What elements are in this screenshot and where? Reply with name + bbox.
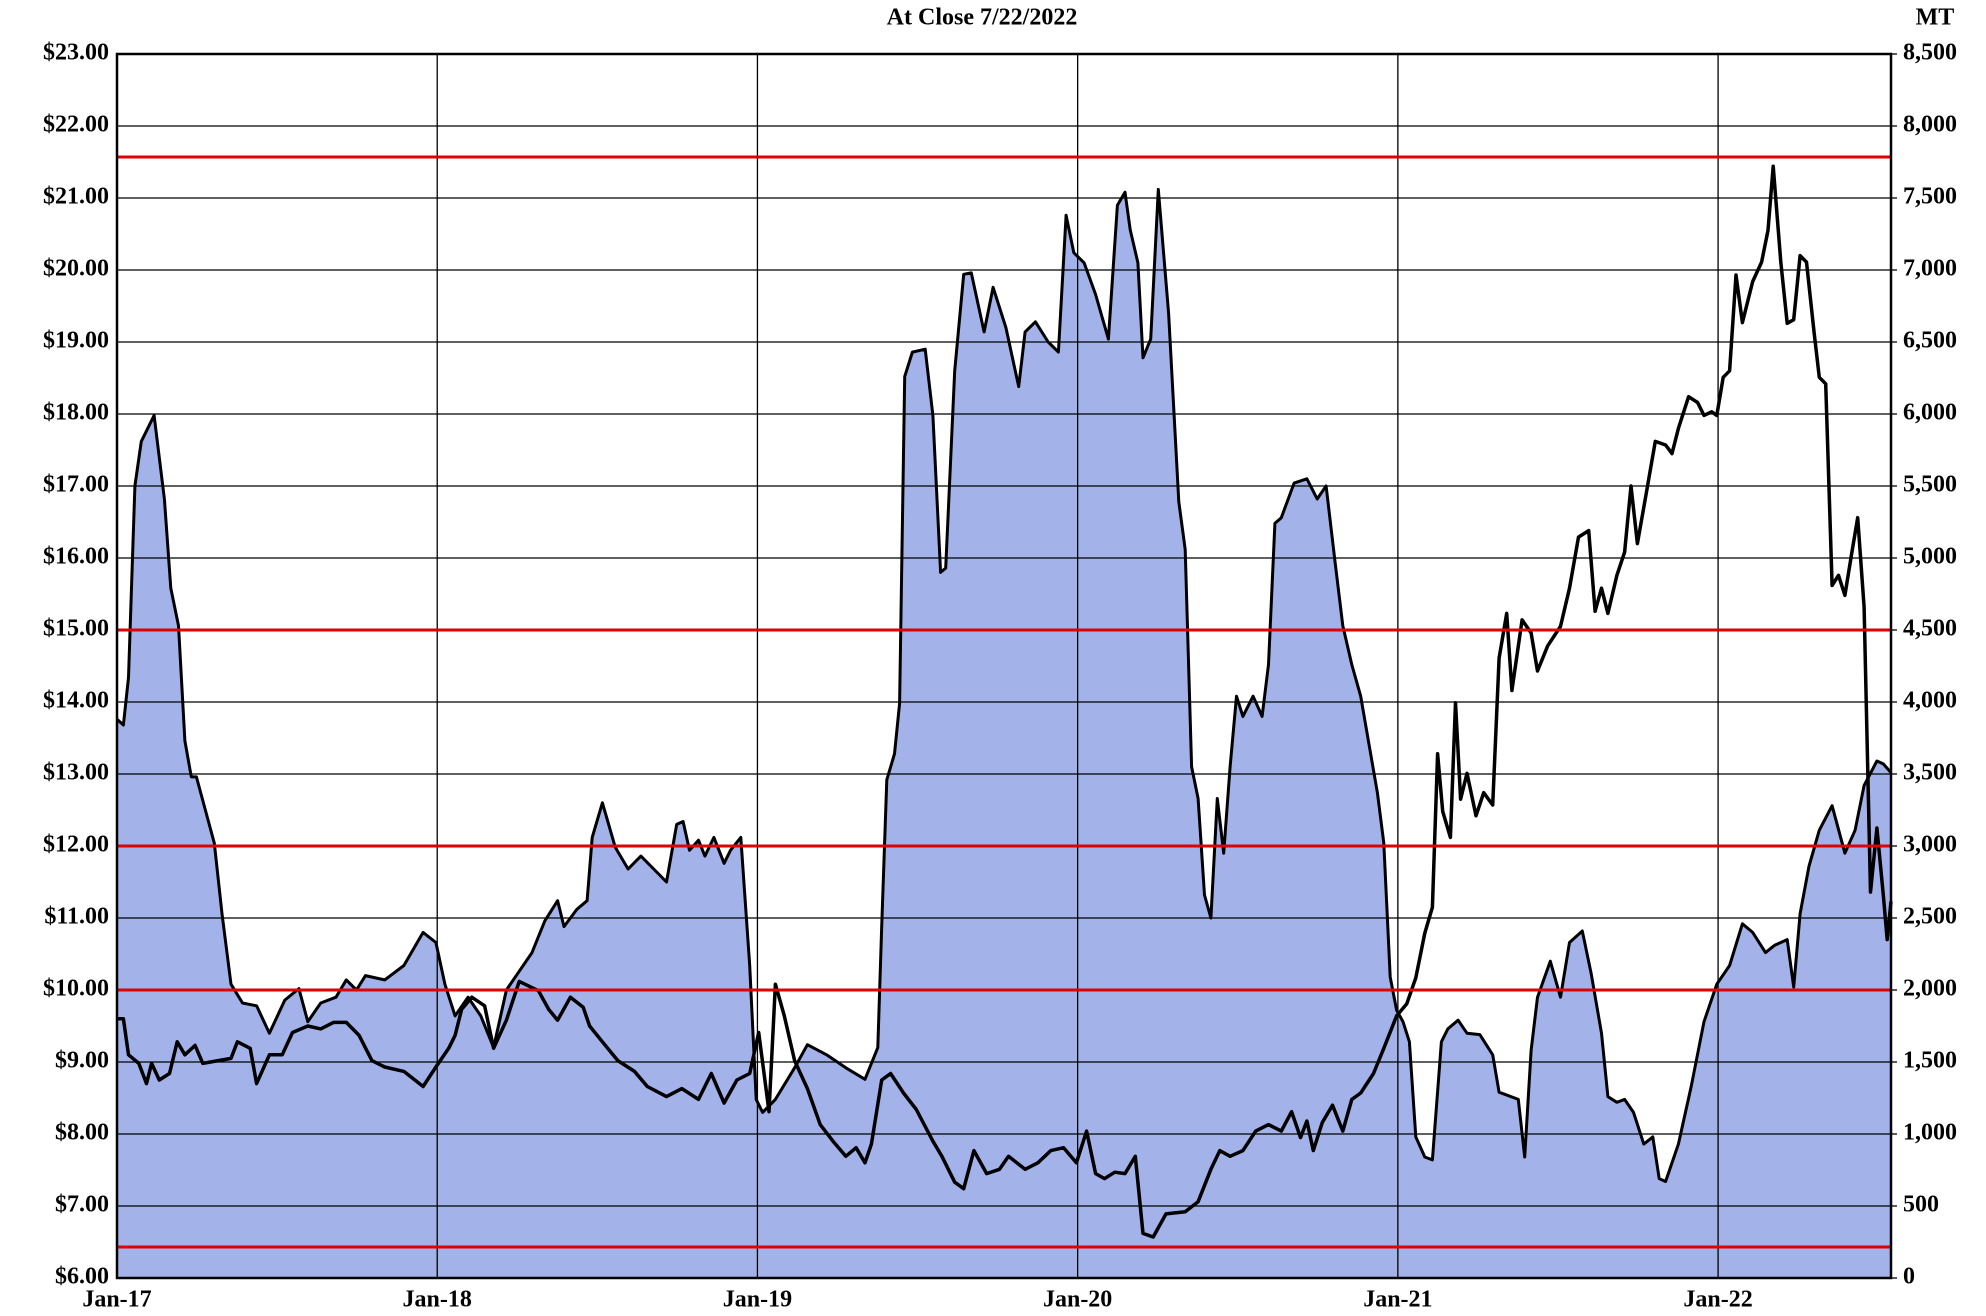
y-tick-label: $7.00: [55, 1192, 109, 1218]
y2-tick-label: 5,000: [1903, 544, 1957, 570]
x-tick-label: Jan-18: [403, 1287, 472, 1313]
y2-tick-label: 1,500: [1903, 1048, 1957, 1074]
y-tick-label: $22.00: [43, 112, 109, 138]
y2-axis-label: MT: [1916, 5, 1955, 31]
y-tick-label: $10.00: [43, 976, 109, 1002]
y-tick-label: $8.00: [55, 1120, 109, 1146]
x-tick-label: Jan-20: [1043, 1287, 1112, 1313]
y2-tick-label: 1,000: [1903, 1120, 1957, 1146]
y2-tick-label: 6,000: [1903, 400, 1957, 426]
area-fill: [117, 189, 1891, 1278]
y2-tick-label: 4,000: [1903, 688, 1957, 714]
y-tick-label: $17.00: [43, 472, 109, 498]
y-tick-label: $21.00: [43, 184, 109, 210]
x-tick-label: Jan-17: [82, 1287, 151, 1313]
area-outline: [116, 187, 1893, 1183]
plot-frame: [115, 52, 1893, 1280]
y-tick-label: $15.00: [43, 616, 109, 642]
y2-tick-label: 0: [1903, 1264, 1915, 1290]
y-tick-label: $6.00: [55, 1264, 109, 1290]
y-tick-label: $23.00: [43, 40, 109, 66]
y-tick-label: $18.00: [43, 400, 109, 426]
y-tick-label: $12.00: [43, 832, 109, 858]
x-tick-label: Jan-19: [723, 1287, 792, 1313]
y2-tick-label: 5,500: [1903, 472, 1957, 498]
series-layer: [116, 164, 1893, 1278]
y-tick-label: $13.00: [43, 760, 109, 786]
y2-tick-label: 8,500: [1903, 40, 1957, 66]
y2-tick-label: 6,500: [1903, 328, 1957, 354]
y-tick-label: $11.00: [44, 904, 109, 930]
y2-tick-label: 500: [1903, 1192, 1939, 1218]
chart-title: At Close 7/22/2022: [887, 5, 1078, 31]
y2-tick-label: 8,000: [1903, 112, 1957, 138]
y2-tick-label: 4,500: [1903, 616, 1957, 642]
y2-tick-label: 2,000: [1903, 976, 1957, 1002]
y2-tick-label: 3,500: [1903, 760, 1957, 786]
y-tick-label: $14.00: [43, 688, 109, 714]
y2-tick-label: 7,000: [1903, 256, 1957, 282]
x-tick-label: Jan-21: [1363, 1287, 1432, 1313]
y-tick-label: $9.00: [55, 1048, 109, 1074]
y2-tick-label: 2,500: [1903, 904, 1957, 930]
price-line: [117, 164, 1893, 1239]
y-tick-label: $19.00: [43, 328, 109, 354]
y2-tick-label: 3,000: [1903, 832, 1957, 858]
y-tick-label: $20.00: [43, 256, 109, 282]
y-tick-label: $16.00: [43, 544, 109, 570]
y2-tick-label: 7,500: [1903, 184, 1957, 210]
x-tick-label: Jan-22: [1683, 1287, 1752, 1313]
